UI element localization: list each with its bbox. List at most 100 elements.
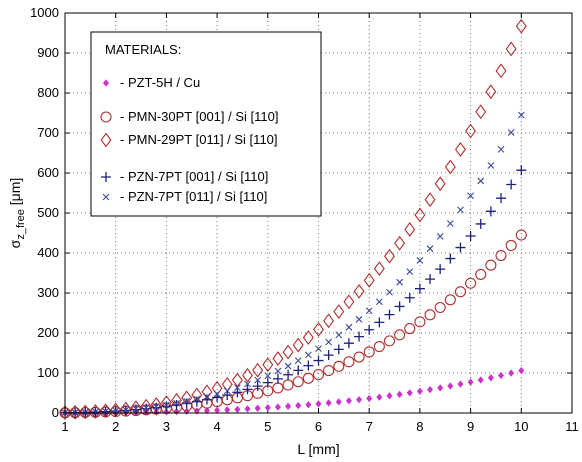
data-point — [477, 376, 484, 384]
data-point — [92, 408, 99, 416]
y-tick-label: 600 — [37, 165, 59, 180]
y-tick-label: 100 — [37, 365, 59, 380]
x-tick-labels: 1 2 3 4 5 6 7 8 9 10 11 — [61, 419, 578, 434]
y-tick-label: 0 — [52, 405, 59, 420]
data-point — [262, 357, 274, 373]
data-point — [110, 402, 122, 418]
data-point — [325, 338, 333, 346]
data-point — [496, 193, 507, 204]
legend-entry: - PZN-7PT [001] / Si [110] — [101, 169, 268, 184]
data-point — [375, 298, 383, 306]
data-point — [366, 394, 373, 403]
legend-marker — [100, 132, 112, 148]
data-point — [424, 192, 436, 208]
data-point — [161, 401, 172, 412]
data-point — [152, 403, 160, 410]
data-point — [467, 192, 474, 200]
data-point — [425, 274, 436, 285]
data-point — [437, 384, 444, 392]
data-point — [132, 405, 140, 413]
data-point — [406, 389, 413, 397]
data-point — [386, 288, 393, 296]
data-point — [252, 362, 264, 378]
data-point — [193, 395, 201, 403]
data-point — [223, 387, 231, 395]
data-point — [183, 397, 191, 405]
data-point — [383, 248, 395, 264]
data-point — [508, 369, 515, 377]
data-point — [507, 129, 515, 136]
svg-text:σz_free [μm]: σz_free [μm] — [7, 178, 27, 249]
data-point — [447, 382, 454, 390]
x-axis-title: L [mm] — [297, 441, 339, 457]
data-point — [343, 356, 355, 368]
data-point — [283, 369, 294, 380]
data-point — [485, 206, 496, 217]
data-point — [404, 222, 416, 237]
data-point — [292, 337, 304, 353]
data-point — [71, 409, 79, 416]
x-tick-label: 10 — [514, 419, 528, 434]
data-point — [262, 377, 273, 388]
data-point — [384, 309, 395, 320]
data-point — [457, 206, 464, 214]
y-axis-title-subscript: z_free — [15, 209, 27, 240]
data-point — [171, 400, 182, 411]
legend-entries: - PZT-5H / Cu - PMN-30PT [001] / Si [110]… — [100, 75, 278, 204]
legend-label: - PZN-7PT [011] / Si [110] — [120, 189, 267, 204]
data-point — [487, 374, 494, 382]
data-point — [142, 404, 150, 412]
data-point — [475, 104, 487, 120]
data-point — [312, 369, 325, 381]
y-tick-label: 500 — [37, 205, 59, 220]
data-point — [487, 162, 495, 169]
data-point — [333, 344, 344, 355]
legend-entry: - PZT-5H / Cu — [103, 75, 200, 90]
data-point — [335, 398, 342, 406]
data-point — [394, 235, 406, 251]
x-tick-label: 9 — [467, 419, 474, 434]
data-point — [333, 360, 345, 372]
data-point — [181, 398, 192, 409]
data-point — [203, 393, 211, 401]
data-point — [353, 351, 365, 363]
data-point — [163, 401, 170, 409]
data-point — [343, 294, 355, 310]
data-point — [242, 384, 253, 395]
data-point — [173, 399, 180, 407]
data-point — [404, 322, 416, 335]
data-point — [254, 376, 262, 384]
data-point — [343, 338, 354, 349]
data-point — [435, 264, 446, 275]
data-point — [465, 123, 477, 139]
data-point — [505, 239, 517, 252]
data-point — [333, 304, 345, 320]
data-point — [505, 41, 517, 57]
data-point — [396, 278, 404, 286]
x-tick-label: 6 — [315, 419, 322, 434]
data-point — [416, 257, 424, 264]
data-point — [506, 179, 517, 190]
data-point — [475, 218, 486, 229]
y-axis-title: σz_free [μm] — [7, 178, 27, 249]
data-point — [406, 268, 414, 275]
data-point — [284, 362, 292, 370]
data-point — [233, 384, 241, 392]
y-tick-label: 900 — [37, 45, 59, 60]
data-point — [434, 176, 446, 192]
legend-marker — [100, 111, 112, 123]
data-point — [365, 307, 373, 315]
data-point — [69, 404, 81, 420]
series-layer — [59, 18, 527, 421]
data-point — [244, 380, 251, 388]
data-point — [325, 399, 332, 407]
legend-entry: - PMN-30PT [001] / Si [110] — [100, 109, 278, 124]
data-point — [323, 350, 334, 361]
data-point — [323, 365, 335, 377]
y-tick-label: 700 — [37, 125, 59, 140]
data-point — [151, 402, 162, 413]
data-point — [465, 277, 477, 289]
data-point — [272, 351, 284, 367]
data-point — [282, 379, 294, 391]
data-point — [497, 145, 505, 153]
